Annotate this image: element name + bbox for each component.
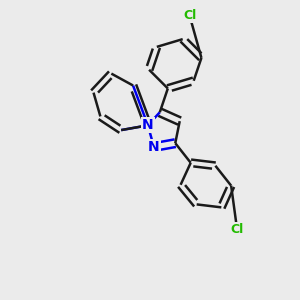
- Text: N: N: [148, 140, 160, 154]
- Text: Cl: Cl: [183, 9, 196, 22]
- Text: Cl: Cl: [230, 223, 244, 236]
- Text: N: N: [142, 118, 154, 132]
